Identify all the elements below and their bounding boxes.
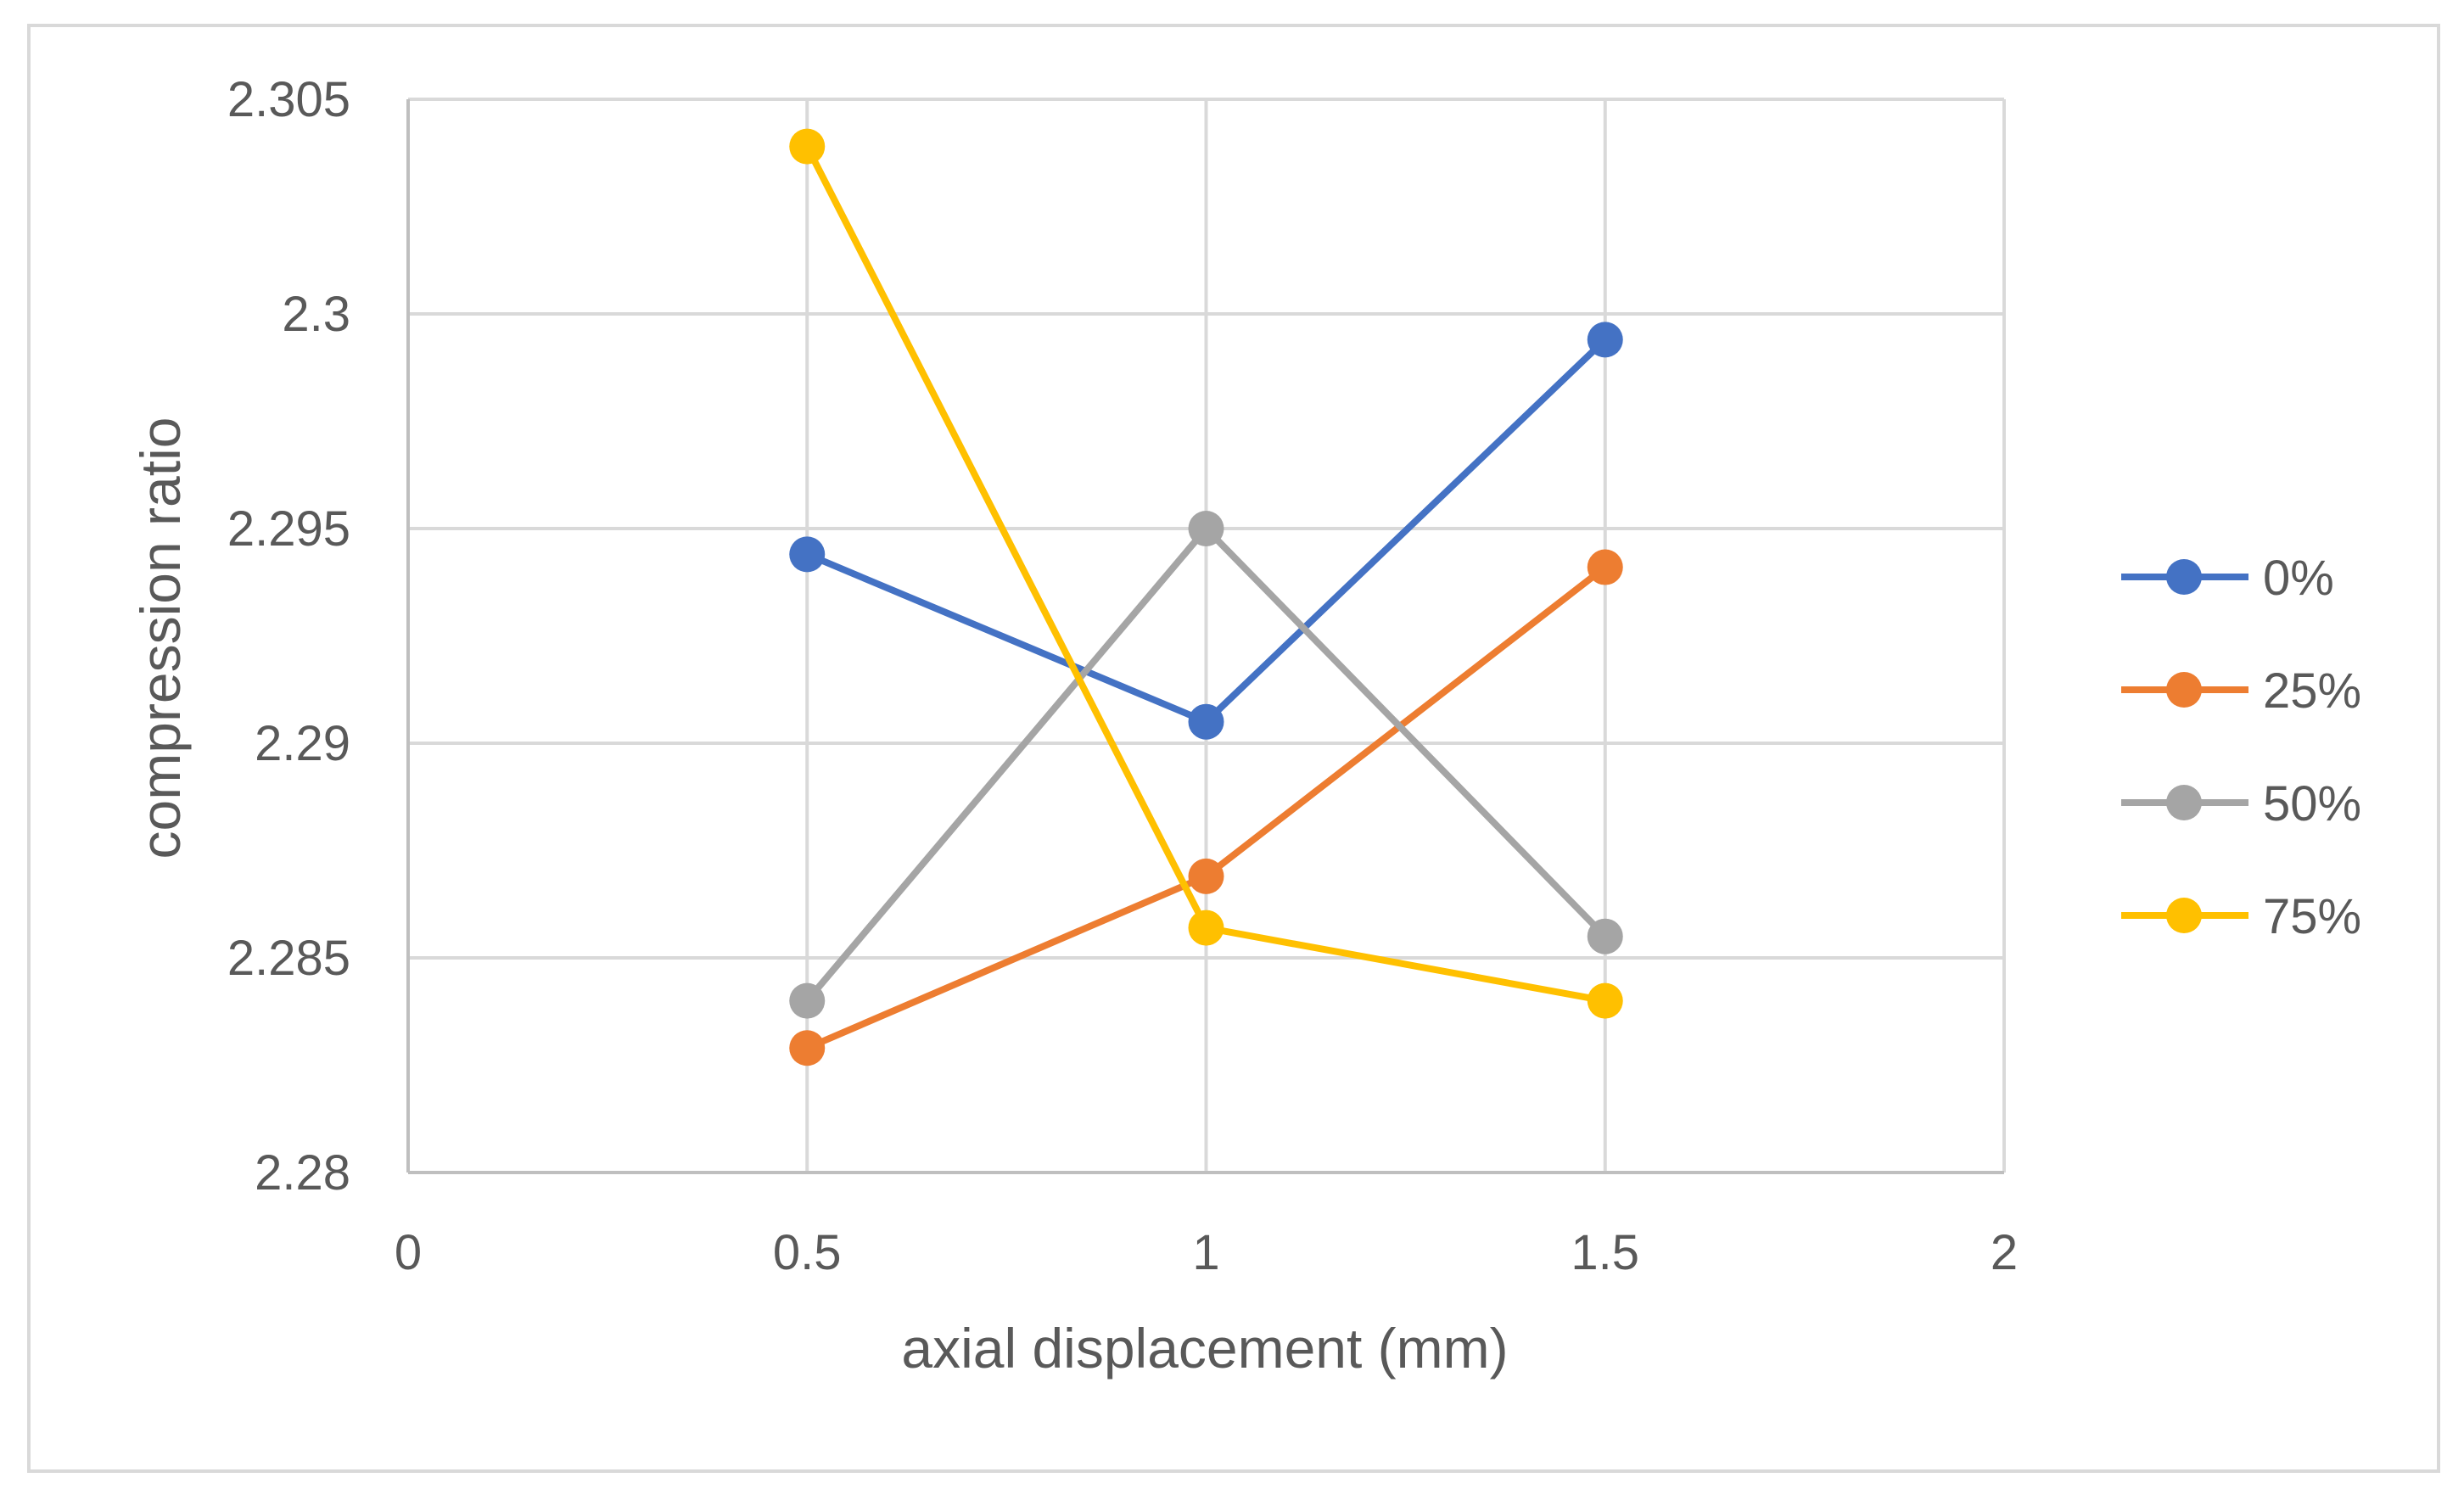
legend-item: 50% [2121, 776, 2361, 831]
chart-border [27, 24, 2440, 1473]
data-point [789, 536, 826, 573]
y-tick-label: 2.305 [227, 72, 350, 127]
legend-label: 75% [2263, 889, 2361, 944]
legend-label: 50% [2263, 776, 2361, 831]
series-50pct [789, 511, 1623, 1019]
grid [408, 98, 2006, 1173]
x-tick-label: 0 [395, 1225, 422, 1280]
legend-label: 0% [2263, 551, 2334, 606]
series-0pct [789, 322, 1623, 740]
legend-marker [2166, 672, 2202, 708]
legend-marker [2166, 898, 2202, 933]
legend-item: 0% [2121, 551, 2334, 606]
y-tick-label: 2.295 [227, 501, 350, 557]
x-tick-label: 0.5 [773, 1225, 842, 1280]
data-point [1188, 910, 1224, 946]
data-point [1188, 511, 1224, 546]
legend: 0% 25% 50% 75% [2121, 551, 2361, 944]
data-point [1188, 858, 1224, 894]
x-tick-label: 1.5 [1571, 1225, 1639, 1280]
y-tick-label: 2.28 [255, 1145, 350, 1201]
data-point [1587, 982, 1623, 1019]
data-point [789, 982, 826, 1019]
x-axis-label: axial displacement (mm) [901, 1317, 1508, 1380]
series-25pct [789, 549, 1623, 1066]
y-tick-label: 2.29 [255, 716, 350, 771]
y-tick-label: 2.285 [227, 931, 350, 986]
data-point [789, 1030, 826, 1066]
x-tick-label: 1 [1192, 1225, 1219, 1280]
axes [406, 99, 2004, 1174]
legend-label: 25% [2263, 663, 2361, 719]
data-point [1587, 549, 1623, 585]
x-tick-label: 2 [1991, 1225, 2018, 1280]
legend-marker [2166, 785, 2202, 820]
data-point [1587, 322, 1623, 358]
legend-marker [2166, 559, 2202, 595]
legend-item: 75% [2121, 889, 2361, 944]
y-axis-label: compression ratio [129, 417, 192, 859]
series-75pct [789, 128, 1623, 1019]
data-point [789, 128, 826, 165]
data-point [1587, 918, 1623, 954]
data-point [1188, 703, 1224, 740]
legend-item: 25% [2121, 663, 2361, 719]
y-tick-label: 2.3 [282, 287, 350, 342]
series-group [789, 128, 1623, 1066]
tick-labels: 2.28 2.285 2.29 2.295 2.3 2.305 0 0.5 1 1.5 2 [227, 72, 2018, 1280]
